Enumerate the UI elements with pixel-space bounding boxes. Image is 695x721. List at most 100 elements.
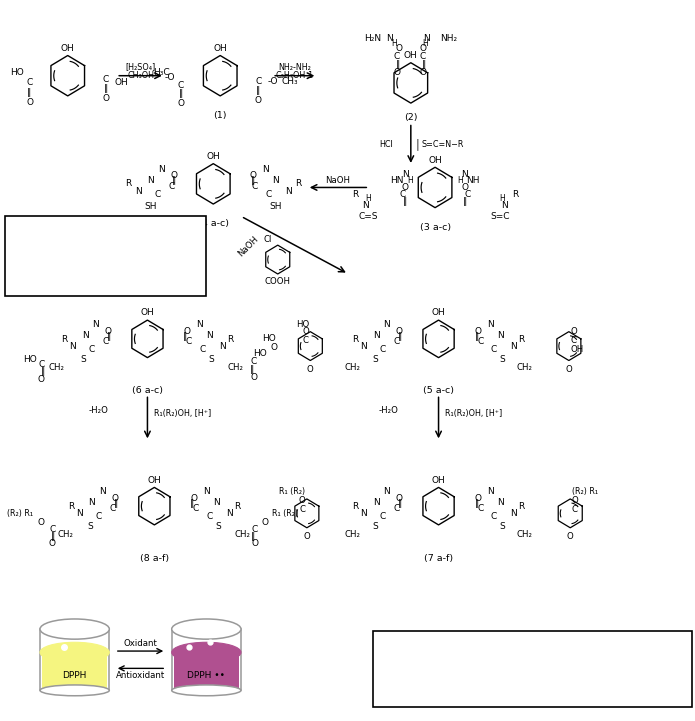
Text: ‖: ‖ (251, 176, 255, 185)
Text: (R₂) R₁: (R₂) R₁ (7, 509, 33, 518)
Text: O: O (302, 327, 309, 336)
Text: SH: SH (145, 203, 157, 211)
Text: O: O (48, 539, 56, 548)
Text: N: N (383, 487, 390, 496)
Text: CH₂: CH₂ (345, 363, 361, 372)
Text: N: N (147, 176, 154, 185)
Text: NH₂: NH₂ (441, 34, 457, 43)
Text: R: R (518, 335, 525, 344)
Bar (172, 629, 241, 691)
Text: ‖: ‖ (28, 88, 32, 97)
Text: O: O (255, 96, 262, 105)
Text: H: H (423, 39, 428, 48)
Text: ‖: ‖ (422, 60, 426, 68)
Text: ‖: ‖ (190, 500, 195, 508)
Text: C: C (103, 337, 109, 345)
Text: C: C (96, 513, 102, 521)
Text: H₂N: H₂N (364, 34, 382, 43)
Text: N: N (498, 331, 505, 340)
Text: R₁= C₂H₅: R₁= C₂H₅ (439, 639, 479, 647)
Text: O: O (252, 539, 259, 548)
Text: (R₂) R₁: (R₂) R₁ (571, 487, 598, 496)
Text: N: N (262, 165, 269, 174)
Ellipse shape (40, 685, 109, 696)
Text: C: C (303, 336, 309, 345)
Text: N: N (498, 498, 505, 507)
Text: H: H (365, 194, 370, 203)
Text: N: N (383, 320, 390, 329)
Text: C: C (186, 337, 192, 345)
Text: N: N (92, 320, 99, 329)
Text: R₁ (R₂): R₁ (R₂) (279, 487, 306, 496)
Text: CH₂: CH₂ (58, 531, 74, 539)
Text: S: S (208, 355, 214, 363)
Text: R: R (518, 503, 525, 511)
Text: ‖: ‖ (395, 60, 400, 68)
Text: R: R (227, 335, 234, 344)
Text: O: O (183, 327, 190, 336)
Text: ‖: ‖ (403, 198, 407, 206)
Text: C: C (570, 336, 576, 345)
Text: (8 a-f): (8 a-f) (140, 554, 169, 562)
Text: OH: OH (570, 345, 584, 354)
Text: OH: OH (432, 309, 445, 317)
Text: OH: OH (147, 476, 161, 485)
Text: (6 a-c): (6 a-c) (132, 386, 163, 395)
Text: C: C (206, 513, 213, 521)
Text: N: N (158, 165, 165, 174)
Text: N: N (196, 320, 203, 329)
Text: Cl: Cl (263, 235, 272, 244)
Bar (42, 650, 107, 688)
Text: -O: -O (268, 77, 278, 86)
Text: C₃H₇OH-1: C₃H₇OH-1 (275, 71, 313, 80)
Text: O: O (250, 373, 257, 381)
Text: C: C (169, 182, 175, 190)
Text: C: C (255, 77, 261, 86)
Text: N: N (363, 201, 369, 210)
Text: (2): (2) (404, 113, 418, 122)
Text: S: S (215, 522, 221, 531)
Text: N: N (510, 509, 517, 518)
Text: (5 a-c): (5 a-c) (423, 386, 454, 395)
Text: H: H (500, 194, 505, 203)
Text: ‖: ‖ (172, 176, 176, 185)
Text: HO: HO (295, 320, 309, 329)
Text: O: O (177, 99, 184, 107)
Text: HO: HO (23, 355, 37, 363)
Text: ‖: ‖ (256, 87, 261, 95)
Text: NH₂-NH₂: NH₂-NH₂ (278, 63, 311, 71)
Text: DMF: DMF (179, 242, 196, 251)
Bar (40, 629, 109, 691)
Text: OH: OH (115, 79, 129, 87)
Text: HO: HO (253, 349, 267, 358)
Text: OH: OH (213, 44, 227, 53)
Text: CH₂: CH₂ (228, 363, 244, 372)
Text: N: N (82, 331, 88, 340)
Text: [H₂SO₄]: [H₂SO₄] (125, 63, 156, 71)
Text: O: O (307, 365, 313, 373)
Text: (4 a-c): (4 a-c) (198, 219, 229, 228)
Text: CH₂: CH₂ (516, 363, 532, 372)
Text: S=C: S=C (491, 212, 510, 221)
Text: O: O (38, 375, 45, 384)
Text: ‖: ‖ (51, 532, 56, 541)
Text: O: O (419, 44, 426, 53)
Text: C: C (26, 79, 33, 87)
Ellipse shape (40, 642, 109, 663)
Text: S: S (81, 355, 87, 363)
Text: R: R (68, 503, 74, 511)
Text: C: C (477, 337, 483, 345)
Text: CH₂: CH₂ (48, 363, 64, 372)
Text: R₁ (R₂): R₁ (R₂) (272, 509, 298, 518)
Text: O: O (461, 183, 468, 192)
Text: N: N (206, 331, 213, 340)
Text: O: O (395, 327, 402, 336)
Text: R= a - CH₃;: R= a - CH₃; (386, 639, 437, 647)
Text: O: O (271, 343, 278, 352)
Text: O: O (475, 495, 482, 503)
Text: H₃C: H₃C (153, 68, 170, 76)
Text: NaOH: NaOH (325, 176, 350, 185)
Text: N: N (360, 509, 367, 518)
Text: C: C (193, 504, 199, 513)
Text: N: N (423, 34, 430, 43)
